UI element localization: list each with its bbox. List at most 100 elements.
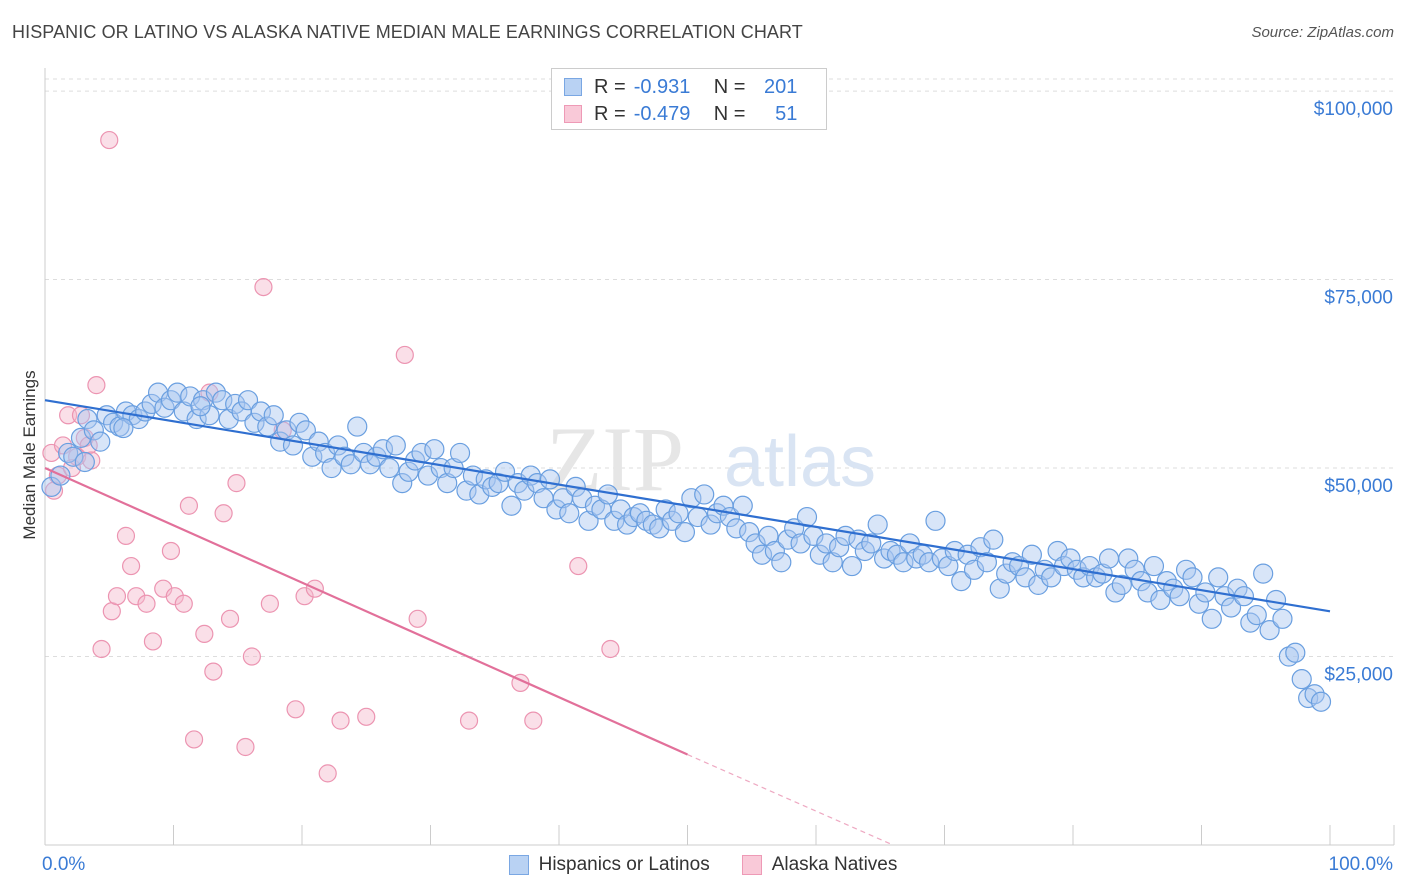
hispanic-point (1259, 620, 1280, 641)
hispanic-point (437, 473, 458, 494)
alaska-point (227, 474, 246, 493)
y-tick-label: $75,000 (1324, 288, 1393, 309)
hispanic-point (906, 548, 927, 569)
alaska-point (127, 587, 146, 606)
alaska-point (137, 594, 156, 613)
hispanic-point (623, 506, 644, 528)
hispanic-point (1253, 563, 1274, 584)
hispanic-point (668, 503, 689, 524)
hispanic-point (417, 465, 439, 486)
hispanic-legend-swatch (508, 855, 529, 875)
y-axis-label: Median Male Earnings (20, 370, 39, 539)
y-tick-label: $25,000 (1324, 665, 1393, 686)
alaska-point (184, 730, 204, 749)
x-tick-label-max: 100.0% (1329, 854, 1394, 875)
hispanic-point (167, 382, 188, 403)
stats-legend-row-alaska: R = -0.479 N = 51 (564, 101, 797, 127)
hispanic-point (424, 439, 445, 460)
legend-item-alaska[interactable]: Alaska Natives (741, 854, 897, 876)
hispanic-point (790, 533, 811, 554)
hispanic-point (1118, 548, 1139, 569)
alaska-point (87, 376, 106, 395)
hispanic-point (771, 552, 792, 573)
alaska-point (295, 587, 314, 606)
hispanic-point (1291, 669, 1312, 690)
hispanic-point (1201, 608, 1222, 629)
hispanic-point (1111, 574, 1132, 595)
hispanic-point (315, 442, 336, 464)
hispanic-point (546, 499, 567, 520)
hispanic-point (270, 431, 291, 452)
hispanic-point (482, 476, 503, 497)
alaska-swatch (564, 105, 582, 123)
hispanic-point (976, 552, 998, 573)
hispanic-point (190, 396, 211, 417)
r-value: -0.931 (633, 75, 691, 98)
alaska-point (601, 639, 620, 659)
hispanic-point (1143, 555, 1165, 577)
hispanic-point (250, 401, 271, 422)
hispanic-point (649, 518, 670, 539)
hispanic-point (1015, 567, 1036, 588)
hispanic-point (70, 427, 92, 448)
hispanic-point (1188, 593, 1210, 614)
hispanic-point (732, 495, 753, 516)
hispanic-point (841, 555, 863, 577)
alaska-point (161, 541, 181, 561)
alaska-point (236, 737, 255, 757)
hispanic-point (1169, 586, 1190, 607)
n-value: 201 (764, 75, 798, 98)
hispanic-point (681, 488, 702, 509)
hispanic-point (655, 499, 676, 520)
hispanic-point (237, 390, 259, 411)
hispanic-point (1220, 597, 1242, 618)
n-label: N = (713, 102, 746, 125)
hispanic-trendline (44, 399, 1331, 613)
hispanic-point (83, 420, 104, 441)
hispanic-point (302, 446, 323, 467)
hispanic-point (559, 503, 580, 524)
hispanic-point (77, 408, 98, 430)
hispanic-point (822, 552, 843, 573)
alaska-point (179, 496, 199, 515)
alaska-point (260, 594, 279, 613)
hispanic-point (809, 544, 830, 565)
hispanic-point (1246, 604, 1267, 626)
hispanic-point (636, 510, 657, 531)
alaska-point (102, 602, 121, 621)
hispanic-point (989, 578, 1010, 599)
hispanic-point (1098, 548, 1120, 569)
alaska-point (214, 504, 233, 523)
hispanic-point (796, 506, 818, 528)
hispanic-point (321, 457, 342, 479)
hispanic-point (539, 469, 561, 490)
alaska-point (204, 662, 223, 681)
hispanic-point (1182, 567, 1203, 588)
hispanic-point (1028, 574, 1049, 595)
chart-title: HISPANIC OR LATINO VS ALASKA NATIVE MEDI… (12, 22, 803, 42)
hispanic-point (244, 412, 265, 433)
hispanic-point (469, 484, 490, 505)
x-tick-label-min: 0.0% (42, 854, 85, 875)
hispanic-point (861, 533, 882, 554)
alaska-point (220, 609, 240, 628)
hispanic-point (996, 563, 1017, 584)
hispanic-point (90, 431, 111, 452)
hispanic-point (893, 552, 914, 573)
hispanic-point (295, 420, 316, 441)
alaska-point (408, 609, 427, 628)
r-label: R = (594, 75, 626, 98)
hispanic-point (983, 529, 1004, 550)
alaska-point (524, 711, 543, 730)
alaska-point (331, 711, 350, 730)
hispanic-point (694, 484, 715, 505)
legend-item-hispanic[interactable]: Hispanics or Latinos (508, 854, 710, 876)
y-tick-label: $100,000 (1314, 99, 1393, 120)
hispanic-point (880, 540, 901, 562)
hispanic-point (700, 514, 721, 535)
hispanic-point (777, 529, 798, 550)
hispanic-point (1208, 567, 1229, 588)
hispanic-point (578, 510, 599, 531)
alaska-point (174, 594, 193, 613)
